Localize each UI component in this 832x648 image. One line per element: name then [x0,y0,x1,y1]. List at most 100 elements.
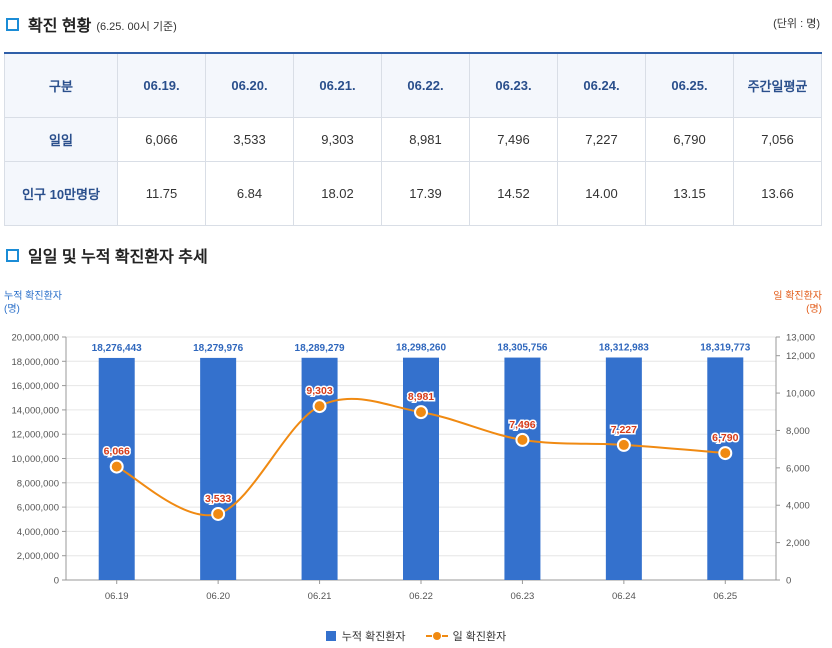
daily-point [109,459,124,474]
table-cell: 18.02 [293,160,382,226]
legend-label: 누적 확진환자 [341,631,406,643]
table-header-cell: 주간일평균 [733,52,822,118]
bar-value-label: 18,305,756 [497,343,547,354]
left-tick-label: 0 [54,576,59,587]
table-cell: 8,981 [381,116,470,162]
left-tick-label: 20,000,000 [11,333,59,344]
table-header-cell: 06.21. [293,52,382,118]
daily-point [515,432,530,447]
cumulative-bar [403,357,439,580]
daily-value-label: 7,227 [611,424,637,436]
table-cell: 7,227 [557,116,646,162]
section-confirmed-status: 확진 현황 (6.25. 00시 기준) [6,12,177,36]
legend-label: 일 확진환자 [452,631,507,643]
left-tick-label: 14,000,000 [11,405,59,416]
section-title: 일일 및 누적 확진환자 추세 [28,249,208,266]
left-tick-label: 16,000,000 [11,381,59,392]
table-header-cell: 06.24. [557,52,646,118]
bar-value-label: 18,279,976 [193,343,243,354]
x-tick-label: 06.25 [713,591,737,602]
bar-value-label: 18,298,260 [396,343,446,354]
x-tick-label: 06.21 [308,591,332,602]
bar-value-label: 18,289,279 [295,343,345,354]
right-tick-label: 10,000 [786,389,815,400]
x-tick-label: 06.22 [409,591,433,602]
left-tick-label: 6,000,000 [17,503,59,514]
bar-value-label: 18,319,773 [700,342,750,353]
daily-value-label: 9,303 [306,385,332,397]
left-tick-label: 10,000,000 [11,454,59,465]
cumulative-bar [200,357,237,580]
table-header-cell: 06.22. [381,52,470,118]
left-tick-label: 8,000,000 [17,478,59,489]
left-axis-label: 누적 확진환자 [4,291,62,302]
table-row: 일일 6,066 3,533 9,303 8,981 7,496 7,227 6… [4,116,822,162]
right-axis-label: 일 확진환자 [773,291,822,302]
table-header-cell: 구분 [4,52,118,118]
x-tick-label: 06.24 [612,591,636,602]
right-tick-label: 13,000 [786,333,815,344]
right-axis-unit: (명) [806,304,822,315]
table-cell: 3,533 [205,116,294,162]
left-tick-label: 4,000,000 [17,527,59,538]
right-tick-label: 0 [786,576,791,587]
table-cell: 14.52 [469,160,558,226]
trend-chart: 0 2,000,000 4,000,000 6,000,000 8,000,000 10,… [11,333,815,603]
daily-point [211,506,226,521]
row-label: 인구 10만명당 [4,160,118,226]
left-axis-unit: (명) [4,304,20,315]
x-tick-label: 06.19 [105,591,129,602]
daily-value-label: 8,981 [408,391,434,403]
left-tick-label: 2,000,000 [17,551,59,562]
daily-value-label: 6,790 [712,432,738,444]
daily-value-label: 3,533 [205,493,231,505]
table-header-cell: 06.23. [469,52,558,118]
section-trend: 일일 및 누적 확진환자 추세 [6,243,208,267]
table-header-cell: 06.19. [117,52,206,118]
right-tick-label: 8,000 [786,426,810,437]
table-cell: 11.75 [117,160,206,226]
section-subtitle: (6.25. 00시 기준) [96,20,177,33]
table-header-row: 구분 06.19. 06.20. 06.21. 06.22. 06.23. 06… [4,52,822,118]
confirmed-table: 구분 06.19. 06.20. 06.21. 06.22. 06.23. 06… [4,52,822,226]
right-tick-label: 6,000 [786,463,810,474]
cumulative-bar [301,357,338,580]
table-row: 인구 10만명당 11.75 6.84 18.02 17.39 14.52 14… [4,160,822,226]
bar-value-label: 18,276,443 [92,343,142,354]
daily-value-label: 7,496 [509,419,535,431]
table-cell: 13.15 [645,160,734,226]
right-tick-label: 12,000 [786,351,815,362]
daily-point [312,399,327,414]
table-header-cell: 06.25. [645,52,734,118]
square-bullet-icon [6,248,19,262]
right-tick-label: 4,000 [786,501,810,512]
daily-point [414,405,428,420]
left-tick-label: 18,000,000 [11,357,59,368]
cumulative-bar [504,357,541,580]
table-cell: 17.39 [381,160,470,226]
daily-point [616,437,631,452]
table-cell: 7,056 [733,116,822,162]
x-tick-label: 06.20 [206,591,230,602]
table-header-cell: 06.20. [205,52,294,118]
bar-swatch-icon [325,631,336,641]
table-cell: 14.00 [557,160,646,226]
legend-item-cumulative[interactable]: 누적 확진환자 [325,628,406,644]
daily-value-label: 6,066 [104,446,130,458]
legend-item-daily[interactable]: 일 확진환자 [425,628,507,644]
row-label: 일일 [4,116,118,162]
table-cell: 6.84 [205,160,294,226]
unit-label: (단위 : 명) [773,18,820,30]
right-tick-label: 2,000 [786,538,810,549]
table-cell: 13.66 [733,160,822,226]
cumulative-bar [707,357,744,580]
table-cell: 6,790 [645,116,734,162]
daily-point [718,446,733,461]
right-axis-title: 일 확진환자 (명) [773,290,822,316]
square-bullet-icon [6,17,19,31]
x-tick-label: 06.23 [511,591,535,602]
left-axis-title: 누적 확진환자 (명) [4,290,62,316]
chart-legend: 누적 확진환자 일 확진환자 [0,628,832,644]
table-cell: 6,066 [117,116,206,162]
table-cell: 7,496 [469,116,558,162]
